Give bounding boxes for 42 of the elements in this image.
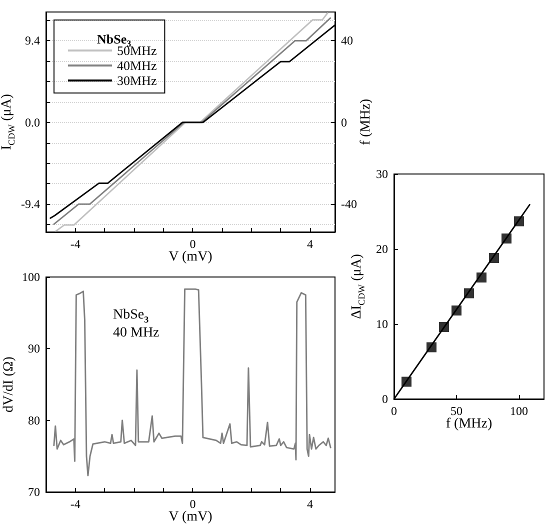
y-tick-label: 70 <box>28 485 40 499</box>
y-tick-label: 9.4 <box>25 34 40 48</box>
y-axis-title: ΔICDW (μA) <box>350 254 366 320</box>
y-tick-label: 100 <box>22 270 40 284</box>
y-tick-label: 80 <box>28 413 40 428</box>
y-tick-label: 20 <box>376 242 388 256</box>
point <box>402 376 412 387</box>
y-tick-label: 90 <box>28 342 40 356</box>
x-tick-label: -4 <box>70 237 80 251</box>
x-tick-label: 4 <box>307 497 314 511</box>
point <box>464 288 474 298</box>
point <box>439 322 449 332</box>
x-axis-title: f (MHz) <box>446 416 492 432</box>
line-series <box>53 288 332 476</box>
x-tick-label: -4 <box>70 497 80 511</box>
x-tick-label: 50 <box>450 404 462 418</box>
y-tick-label: 10 <box>376 317 388 331</box>
legend-label: 40MHz <box>117 58 157 73</box>
y-tick-label: 30 <box>376 167 388 181</box>
y-axis-title: ICDW (μA) <box>0 94 16 150</box>
y2-tick-label: -40 <box>341 197 357 212</box>
y-tick-label: -9.4 <box>21 197 40 212</box>
x-axis-title: V (mV) <box>168 250 213 264</box>
y-tick-label: 0 <box>382 392 388 406</box>
point <box>476 272 486 282</box>
point <box>489 253 499 263</box>
annotation: 40 MHz <box>113 326 160 340</box>
y-tick-label: 0.0 <box>25 115 40 130</box>
y-axis-title: dV/dI (Ω) <box>2 356 16 412</box>
y2-tick-label: 40 <box>341 34 353 48</box>
point <box>426 342 436 352</box>
point <box>514 216 524 226</box>
x-tick-label: 0 <box>190 497 196 511</box>
y2-tick-label: 0 <box>341 115 347 130</box>
x-tick-label: 0 <box>190 237 196 251</box>
point <box>452 306 462 316</box>
x-tick-label: 100 <box>510 404 528 418</box>
x-tick-label: 0 <box>391 404 397 418</box>
point <box>502 234 512 244</box>
legend-label: 30MHz <box>117 73 157 88</box>
x-axis-title: V (mV) <box>168 510 213 524</box>
x-tick-label: 4 <box>307 237 314 251</box>
